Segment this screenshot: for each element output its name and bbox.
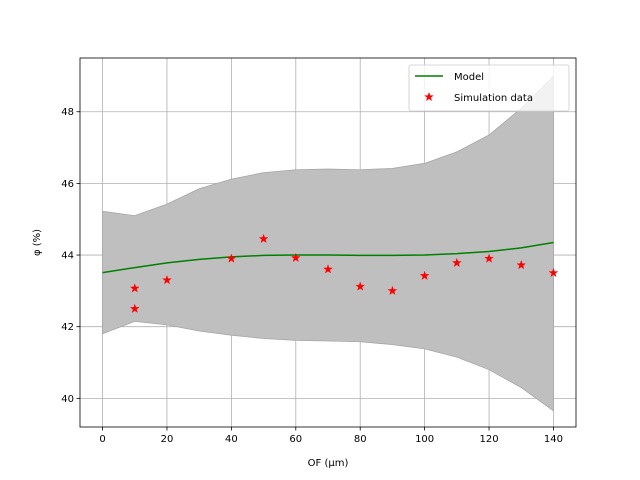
simulation-point [419,270,430,280]
y-tick-label: 46 [61,179,74,190]
x-tick-label: 40 [225,434,238,445]
simulation-point [387,285,398,295]
x-tick-label: 120 [479,434,498,445]
simulation-point [258,233,269,244]
simulation-point [323,264,333,274]
simulation-point [129,283,140,293]
simulation-point [516,259,527,270]
confidence-band [102,74,554,412]
x-tick-label: 80 [354,434,367,445]
axis-ticks: 0 20 40 60 80 100 120 140 40 42 44 46 48 [61,107,563,445]
x-tick-label: 60 [289,434,302,445]
simulation-point [129,303,140,313]
legend-simulation-label: Simulation data [454,93,533,104]
simulation-series [129,233,559,313]
legend-model-label: Model [454,72,484,83]
simulation-point [162,275,172,285]
x-tick-label: 140 [544,434,563,445]
legend-box [408,64,570,112]
x-tick-label: 0 [99,434,105,445]
model-series [102,241,554,274]
y-tick-label: 40 [61,394,74,405]
simulation-point [451,257,462,268]
y-tick-label: 42 [61,322,74,333]
x-tick-label: 100 [415,434,434,445]
legend: Model Simulation data [408,64,570,112]
simulation-point [290,252,301,263]
y-tick-label: 48 [61,107,74,118]
simulation-point [226,253,237,263]
simulation-point [548,267,559,278]
x-tick-label: 20 [161,434,174,445]
axes-frame [79,57,577,428]
legend-simulation-swatch-star-icon [424,91,434,102]
model-line [102,241,554,274]
x-axis-label: OF (μm) [308,458,349,469]
confidence-band-area [102,74,554,412]
simulation-point [484,253,494,263]
y-axis-label: φ (%) [32,229,43,256]
simulation-point [355,281,366,291]
y-tick-label: 44 [61,251,74,262]
